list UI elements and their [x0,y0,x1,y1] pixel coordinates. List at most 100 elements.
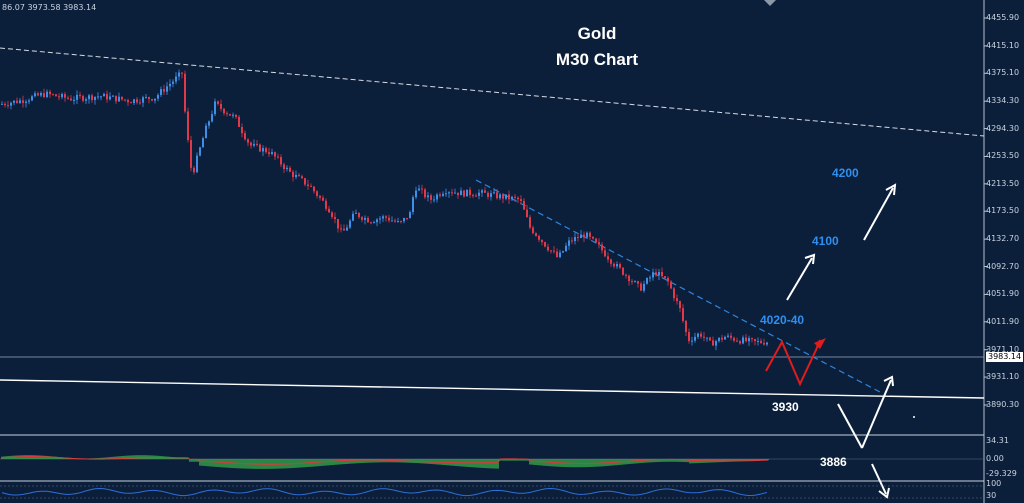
candle-body [655,272,657,276]
candle-body [673,288,675,299]
candle-body [391,220,393,222]
candle-body [715,341,717,346]
red-projection-path [765,339,821,387]
chart-shift-marker-icon[interactable] [764,0,776,6]
candle-body [535,233,537,236]
candle-body [433,199,435,201]
candle-body [685,320,687,333]
candle-body [115,95,117,102]
candle-body [34,93,36,97]
candle-body [451,192,453,194]
macd-axis-label: -29.329 [986,469,1017,479]
rsi-line [1,487,768,497]
candle-body [49,91,51,95]
candle-body [97,96,99,98]
price-tick-label: 4051.90 [986,289,1020,299]
candle-body [1,103,3,105]
candle-body [322,197,324,201]
candle-body [697,333,699,337]
candle-body [457,192,459,196]
candle-body [211,114,213,122]
candle-body [733,337,735,341]
candle-body [649,277,651,279]
candle-body [676,298,678,302]
candle-body [22,100,24,103]
candle-body [235,114,237,117]
candle-body [190,140,192,168]
arrow-down-lower-head [878,487,890,499]
current-price-box: 3983.14 [986,352,1024,362]
candle-body [40,93,42,96]
upper-dashed-trendline[interactable] [0,47,985,137]
candle-body [259,144,261,152]
candle-body [349,220,351,228]
candle-body [253,143,255,146]
support-trendline[interactable] [0,379,985,399]
candle-body [415,190,417,198]
candle-body [529,217,531,228]
candle-body [262,148,264,152]
candle-body [286,167,288,169]
candle-body [244,133,246,140]
candle-body [589,232,591,237]
candle-body [424,189,426,198]
candle-body [616,264,618,267]
price-tick-label: 4294.30 [986,123,1020,133]
candle-body [610,259,612,264]
candle-body [394,220,396,222]
price-tick-label: 4375.10 [986,68,1020,78]
candle-body [514,196,516,198]
price-tick-label: 3890.30 [986,400,1020,409]
macd-signal-line [1,456,768,465]
candle-body [160,89,162,95]
candle-body [223,108,225,114]
candle-body [352,213,354,221]
candle-body [220,103,222,109]
candle-body [376,219,378,223]
candle-body [178,72,180,77]
candle-body [706,337,708,339]
candle-body [334,217,336,220]
candle-body [532,227,534,234]
candle-body [664,276,666,278]
candle-body [274,152,276,157]
candle-body [508,194,510,200]
candle-body [70,98,72,101]
candle-body [169,83,171,87]
arrow-to-4100-head [804,253,816,265]
candle-body [607,256,609,260]
candle-body [592,236,594,239]
arrow-rebound [861,379,892,449]
candle-body [640,283,642,291]
candle-body [205,125,207,139]
candle-body [331,212,333,218]
candle-body [628,275,630,282]
candle-body [505,194,507,199]
candle-body [250,142,252,146]
price-tick-label: 4173.50 [986,206,1020,216]
level-label-4100: 4100 [812,234,839,248]
candle-body [148,97,150,100]
price-tick-label: 3931.10 [986,372,1020,382]
candle-body [598,242,600,245]
candle-body [91,95,93,101]
candle-body [304,178,306,185]
candle-body [64,94,66,98]
candle-body [292,171,294,178]
candle-body [757,340,759,342]
candle-body [277,156,279,158]
candle-body [523,200,525,210]
candle-body [328,208,330,213]
candle-body [643,283,645,291]
candle-body [151,99,153,101]
candle-body [268,152,270,155]
candle-body [571,240,573,242]
candle-body [484,190,486,193]
candle-body [445,193,447,195]
candle-body [175,76,177,82]
chart-subtitle: M30 Chart [555,50,639,69]
candle-body [646,278,648,284]
candle-body [295,174,297,178]
candle-body [493,192,495,194]
